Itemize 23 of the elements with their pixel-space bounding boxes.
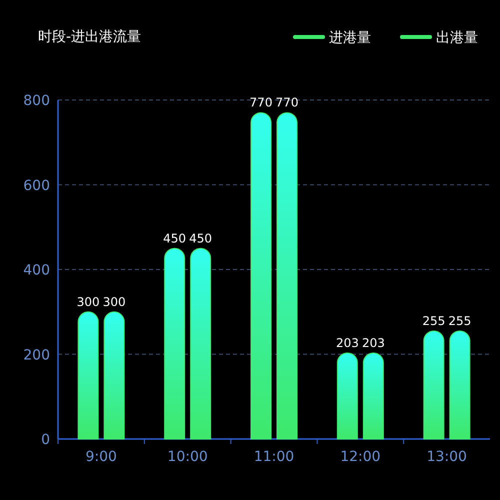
data-label: 300 bbox=[76, 294, 100, 309]
y-tick-label: 800 bbox=[23, 93, 50, 109]
y-tick-label: 200 bbox=[23, 347, 50, 364]
chart-title: 时段-进出港流量 bbox=[38, 29, 142, 45]
y-tick-label: 0 bbox=[41, 432, 50, 448]
x-tick-label: 13:00 bbox=[426, 449, 467, 465]
data-label: 203 bbox=[336, 336, 359, 350]
data-label: 770 bbox=[276, 96, 298, 110]
data-label: 255 bbox=[422, 314, 446, 328]
x-tick-label: 10:00 bbox=[167, 449, 208, 465]
data-label: 450 bbox=[189, 231, 212, 246]
data-label: 450 bbox=[163, 231, 186, 246]
y-tick-label: 400 bbox=[23, 262, 50, 278]
x-tick-label: 11:00 bbox=[254, 449, 294, 465]
legend-label: 出港量 bbox=[436, 30, 478, 46]
data-label: 770 bbox=[250, 96, 272, 110]
x-tick-label: 9:00 bbox=[85, 449, 117, 465]
x-tick-label: 12:00 bbox=[340, 449, 381, 465]
data-label: 255 bbox=[448, 314, 472, 328]
y-tick-label: 600 bbox=[23, 178, 50, 194]
data-label: 300 bbox=[102, 294, 126, 309]
data-label: 203 bbox=[362, 336, 385, 350]
legend-label: 进港量 bbox=[329, 30, 371, 46]
